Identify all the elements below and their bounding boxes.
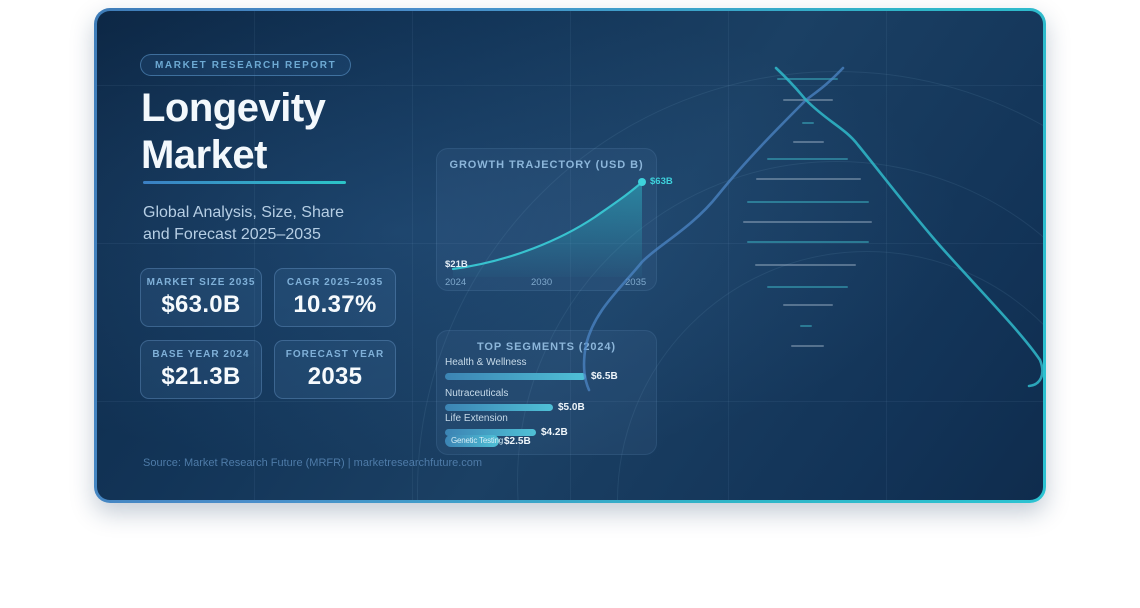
segment-label: Nutraceuticals <box>445 388 509 399</box>
segment-row: Life Extension $4.2B <box>445 413 648 438</box>
stat-label: CAGR 2025–2035 <box>286 276 384 288</box>
segment-label: Health & Wellness <box>445 357 527 368</box>
stats-grid: MARKET SIZE 2035 $63.0B CAGR 2025–2035 1… <box>140 268 396 399</box>
report-type-badge: MARKET RESEARCH REPORT <box>140 54 352 76</box>
segment-value: $4.2B <box>541 427 568 438</box>
source-attribution: Source: Market Research Future (MRFR) | … <box>143 457 483 469</box>
growth-chart: $63B $21B 2024 2030 2035 <box>437 149 673 290</box>
title-line-2: Market <box>141 133 267 177</box>
title-underline <box>143 181 346 184</box>
start-value-label: $21B <box>445 259 468 270</box>
x-tick-2030: 2030 <box>531 277 553 288</box>
stat-value: $21.3B <box>161 362 241 390</box>
segments-bar-chart: Health & Wellness $6.5B Nutraceuticals $5.0… <box>437 331 656 454</box>
segments-chart-title: TOP SEGMENTS (2024) <box>477 341 616 353</box>
segment-row: Genetic Testing $2.5B <box>445 435 648 447</box>
segment-bar <box>445 429 536 436</box>
report-card: MARKET RESEARCH REPORT Longevity Market … <box>97 11 1043 500</box>
segment-row: Nutraceuticals $5.0B <box>445 388 648 413</box>
segment-bar <box>445 373 586 380</box>
segment-bar: Genetic Testing <box>445 435 503 447</box>
stat-card-base-year: BASE YEAR 2024 $21.3B <box>140 340 262 399</box>
stat-card-market-size: MARKET SIZE 2035 $63.0B <box>140 268 262 327</box>
stat-card-forecast-year: FORECAST YEAR 2035 <box>274 340 396 399</box>
end-value-label: $63B <box>650 176 673 187</box>
subtitle-line-1: Global Analysis, Size, Share <box>143 204 344 221</box>
stat-label: BASE YEAR 2024 <box>152 348 250 360</box>
growth-curve-svg <box>451 178 646 277</box>
growth-area <box>453 182 642 277</box>
segment-bar <box>445 404 553 411</box>
growth-trajectory-panel: GROWTH TRAJECTORY (USD B) $63B <box>436 148 673 291</box>
stat-card-cagr: CAGR 2025–2035 10.37% <box>274 268 396 327</box>
segment-row: Health & Wellness $6.5B <box>445 357 648 382</box>
segment-label: Life Extension <box>445 413 508 424</box>
page-title: Longevity Market <box>141 85 326 179</box>
stat-value: $63.0B <box>161 290 241 318</box>
subtitle: Global Analysis, Size, Share and Forecas… <box>143 202 344 245</box>
stat-label: FORECAST YEAR <box>285 348 385 360</box>
stat-value: 10.37% <box>293 290 377 318</box>
x-tick-2035: 2035 <box>625 277 647 288</box>
stat-label: MARKET SIZE 2035 <box>146 276 256 288</box>
segment-label: Genetic Testing <box>451 436 503 445</box>
title-line-1: Longevity <box>141 86 326 130</box>
stat-value: 2035 <box>307 362 363 390</box>
x-tick-2024: 2024 <box>445 277 467 288</box>
data-point-marker <box>638 178 646 186</box>
subtitle-line-2: and Forecast 2025–2035 <box>143 225 321 243</box>
badge-label: MARKET RESEARCH REPORT <box>155 59 337 71</box>
segment-value: $2.5B <box>504 435 531 447</box>
top-segments-panel: TOP SEGMENTS (2024) Health & Wellness $6.… <box>436 330 657 455</box>
segment-value: $5.0B <box>558 402 585 413</box>
segment-value: $6.5B <box>591 371 618 382</box>
report-card-frame: MARKET RESEARCH REPORT Longevity Market … <box>94 8 1046 503</box>
